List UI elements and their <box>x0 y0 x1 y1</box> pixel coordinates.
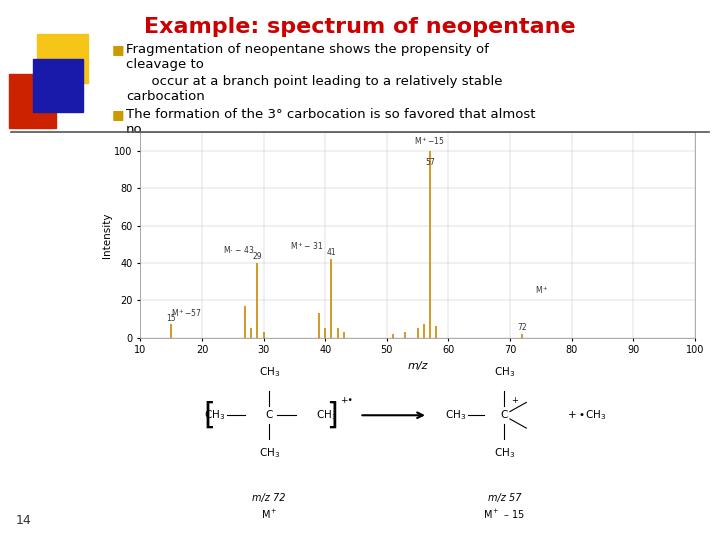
Text: + •CH$_3$: + •CH$_3$ <box>567 408 607 422</box>
X-axis label: m/z: m/z <box>408 361 428 370</box>
Text: 14: 14 <box>16 514 32 526</box>
Text: m/z 72: m/z 72 <box>253 493 286 503</box>
Text: CH$_3$: CH$_3$ <box>494 447 515 460</box>
Text: CH$_3$: CH$_3$ <box>258 366 280 380</box>
Text: M$^+$$-$ 31: M$^+$$-$ 31 <box>290 240 323 252</box>
Y-axis label: Intensity: Intensity <box>102 212 112 258</box>
Text: M$^+$$-$57: M$^+$$-$57 <box>171 307 202 319</box>
Bar <box>33 59 84 112</box>
Text: +•: +• <box>341 396 353 405</box>
Text: 57: 57 <box>425 158 435 167</box>
Text: [: [ <box>203 401 215 430</box>
Text: 72: 72 <box>518 323 527 332</box>
Text: CH$_3$: CH$_3$ <box>258 447 280 460</box>
Text: m/z 57: m/z 57 <box>487 493 521 503</box>
Text: M$^+$$-$15: M$^+$$-$15 <box>415 136 446 147</box>
Text: 41: 41 <box>327 248 336 257</box>
Bar <box>37 35 88 83</box>
Text: occur at a branch point leading to a relatively stable
carbocation: occur at a branch point leading to a rel… <box>126 75 503 103</box>
Text: CH$_3$: CH$_3$ <box>445 408 466 422</box>
Text: M$^+$: M$^+$ <box>261 508 277 521</box>
Text: ■: ■ <box>112 43 124 56</box>
Text: M$\cdot$ $-$ 43: M$\cdot$ $-$ 43 <box>223 245 255 255</box>
Text: +: + <box>511 396 518 405</box>
Text: Fragmentation of neopentane shows the propensity of
cleavage to: Fragmentation of neopentane shows the pr… <box>126 43 489 71</box>
Text: C: C <box>266 410 273 420</box>
Text: The formation of the 3° carbocation is so favored that almost
no: The formation of the 3° carbocation is s… <box>126 108 536 136</box>
Text: ]: ] <box>326 401 338 430</box>
Text: CH$_3$: CH$_3$ <box>315 408 337 422</box>
Text: CH$_3$: CH$_3$ <box>204 408 225 422</box>
Text: 15: 15 <box>166 314 176 322</box>
Text: M$^+$ – 15: M$^+$ – 15 <box>484 508 526 521</box>
Text: CH$_3$: CH$_3$ <box>494 366 515 380</box>
Text: 29: 29 <box>253 252 262 261</box>
Text: C: C <box>500 410 508 420</box>
Text: M$^+$: M$^+$ <box>535 285 549 296</box>
Text: Example: spectrum of neopentane: Example: spectrum of neopentane <box>144 17 576 37</box>
Text: ■: ■ <box>112 108 124 121</box>
Bar <box>9 74 56 127</box>
